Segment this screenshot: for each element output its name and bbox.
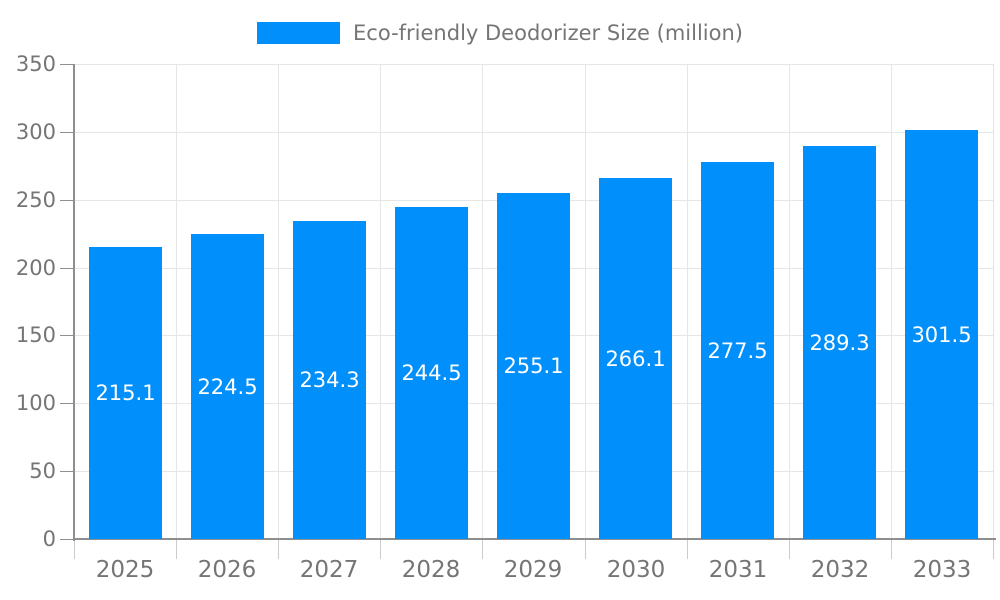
bar: 244.5 [395,207,468,539]
y-tick-label: 350 [15,52,56,76]
v-gridline [380,64,381,539]
y-axis-tick [60,471,74,472]
v-gridline [687,64,688,539]
bar-value-label: 244.5 [401,361,462,385]
y-axis-tick [60,539,74,540]
y-axis-line [73,64,75,541]
bar-value-label: 266.1 [605,346,666,371]
v-gridline [891,64,892,539]
bar-value-label: 234.3 [299,368,360,392]
v-gridline [278,64,279,539]
y-tick-label: 300 [15,120,56,144]
y-tick-label: 200 [15,256,56,280]
v-gridline [482,64,483,539]
x-axis-tick [176,539,177,559]
bar: 215.1 [89,247,162,539]
x-tick-label: 2030 [606,557,666,583]
bar: 224.5 [191,234,264,539]
bar-value-label: 215.1 [95,381,156,405]
x-axis-tick [789,539,790,559]
y-tick-label: 150 [15,323,56,347]
y-axis-tick [60,200,74,201]
bar-value-label: 277.5 [707,338,768,363]
bar: 301.5 [905,130,978,539]
x-axis-tick [585,539,586,559]
v-gridline [585,64,586,539]
x-axis-tick [74,539,75,559]
x-axis-tick [687,539,688,559]
bar: 289.3 [803,146,876,539]
x-tick-label: 2029 [503,557,563,583]
y-tick-label: 100 [15,391,56,415]
v-gridline [176,64,177,539]
h-gridline [74,132,993,133]
bar: 277.5 [701,162,774,539]
x-tick-label: 2032 [810,557,870,583]
x-axis-tick [380,539,381,559]
bar-value-label: 289.3 [809,330,870,355]
y-tick-label: 50 [29,459,56,483]
x-axis-tick [482,539,483,559]
x-tick-label: 2031 [708,557,768,583]
bar-value-label: 224.5 [197,374,258,399]
bar: 255.1 [497,193,570,539]
x-axis-tick [278,539,279,559]
x-axis-tick [993,539,994,559]
y-axis-tick [60,132,74,133]
legend-series-label: Eco-friendly Deodorizer Size (million) [353,21,743,45]
v-gridline [789,64,790,539]
v-gridline [993,64,994,539]
bar: 234.3 [293,221,366,539]
y-tick-label: 0 [42,527,56,551]
legend-swatch [257,22,341,44]
x-tick-label: 2026 [197,557,257,583]
bar-value-label: 255.1 [503,354,564,378]
y-tick-label: 250 [15,188,56,212]
bar-value-label: 301.5 [911,322,972,347]
x-tick-label: 2028 [401,557,461,583]
legend: Eco-friendly Deodorizer Size (million) [0,21,1000,45]
h-gridline [74,64,993,65]
x-axis-tick [891,539,892,559]
bar: 266.1 [599,178,672,539]
x-tick-label: 2033 [912,557,972,583]
y-axis-tick [60,64,74,65]
x-axis-line [73,538,996,540]
y-axis-tick [60,335,74,336]
y-axis-tick [60,268,74,269]
x-tick-label: 2025 [95,557,155,583]
x-tick-label: 2027 [299,557,359,583]
y-axis-tick [60,403,74,404]
